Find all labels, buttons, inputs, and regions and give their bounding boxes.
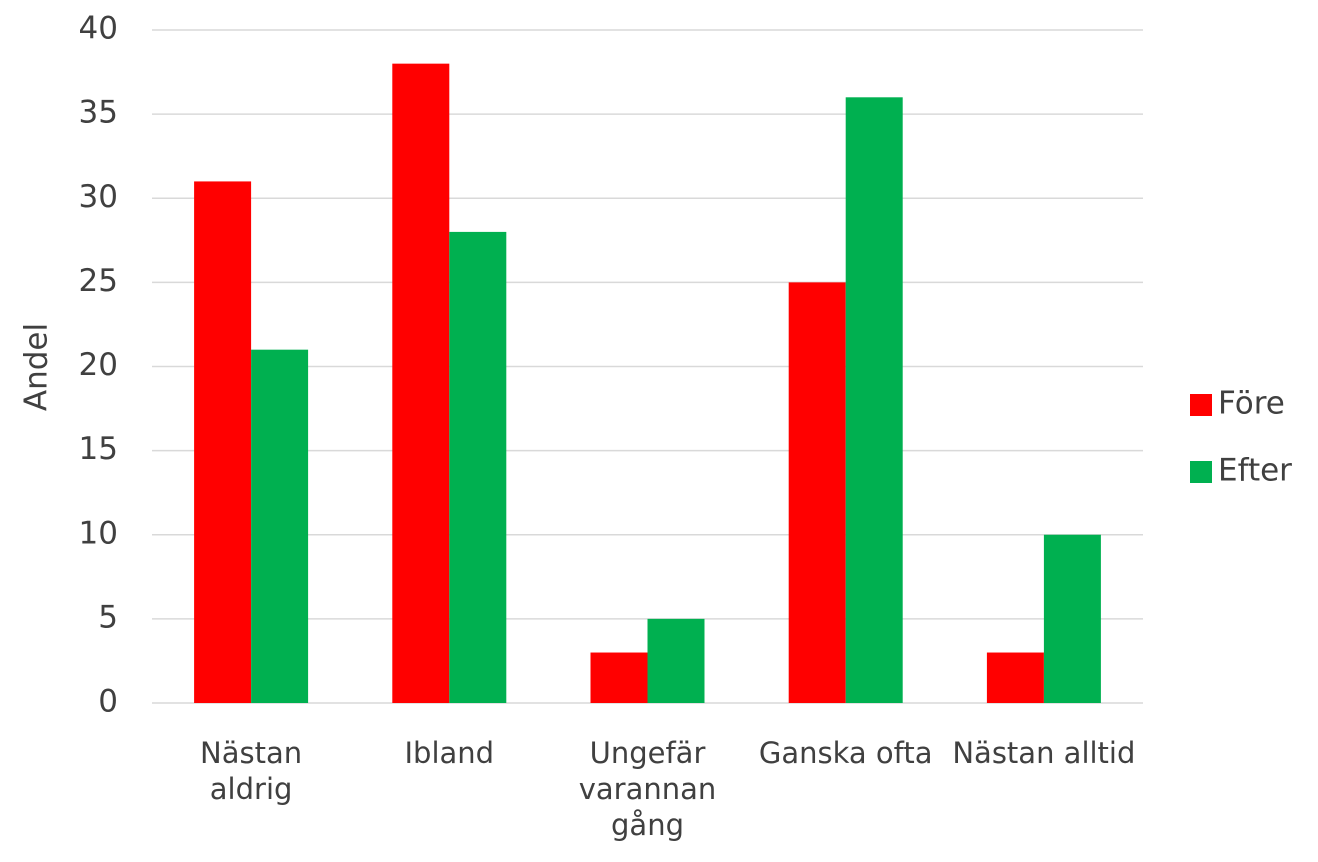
y-tick-label: 0 [98,684,118,720]
x-tick-label: Ganska ofta [758,736,933,770]
y-tick-label: 15 [79,431,118,467]
y-tick-label: 35 [79,95,118,131]
x-tick-label: Nästan aldrig [200,736,303,806]
bar [647,618,705,703]
legend-label: Efter [1218,453,1292,489]
y-tick-label: 10 [79,515,118,551]
legend-swatch [1190,394,1212,416]
bar [194,181,252,704]
bar [590,652,648,703]
bar [788,282,846,703]
x-tick-label: Ungefär varannan gång [578,736,717,842]
bar [392,63,450,703]
bar [845,97,903,704]
legend-swatch [1190,461,1212,483]
y-tick-label: 20 [79,347,118,383]
y-tick-label: 40 [79,11,118,47]
bar [986,652,1044,703]
bar [449,231,507,703]
y-axis-label: Andel [19,323,55,411]
bar [1043,534,1101,703]
y-tick-label: 30 [79,179,118,215]
legend-label: Före [1218,386,1285,422]
y-tick-label: 5 [98,599,118,635]
x-tick-label: Nästan alltid [952,736,1136,770]
y-tick-label: 25 [79,263,118,299]
x-tick-label: Ibland [404,736,495,770]
bar [251,349,309,703]
